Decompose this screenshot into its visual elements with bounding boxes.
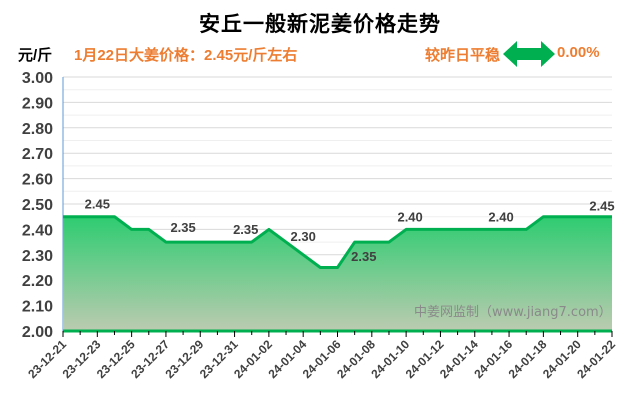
double-arrow-icon [503, 41, 555, 67]
y-tick-label: 2.00 [22, 324, 53, 341]
data-label: 2.30 [291, 229, 316, 244]
data-label: 2.45 [85, 197, 110, 212]
y-tick-label: 2.80 [22, 121, 53, 138]
price-line [63, 215, 612, 269]
compare-label: 较昨日平稳 [425, 47, 501, 64]
data-label: 2.40 [488, 209, 513, 224]
data-label: 2.35 [170, 220, 195, 235]
data-labels: 2.45 2.35 2.35 2.30 2.35 2.40 2.40 2.45 [85, 197, 615, 264]
y-tick-label: 2.40 [22, 222, 53, 239]
y-tick-label: 3.00 [22, 70, 53, 87]
y-tick-label: 2.50 [22, 197, 53, 214]
price-area [63, 216, 612, 331]
data-label: 2.45 [589, 199, 614, 214]
y-tick-label: 2.60 [22, 172, 53, 189]
data-label: 2.35 [233, 222, 258, 237]
x-axis: 23-12-2123-12-2323-12-2523-12-2723-12-29… [25, 329, 618, 381]
y-tick-label: 2.30 [22, 248, 53, 265]
x-tick-label: 24-01-22 [574, 337, 618, 381]
y-tick-label: 2.90 [22, 95, 53, 112]
watermark: 中姜网监制（www.jiang7.com） [414, 305, 612, 320]
data-label: 2.40 [397, 209, 422, 224]
unit-label: 元/斤 [18, 47, 53, 64]
y-tick-label: 2.20 [22, 273, 53, 290]
y-tick-label: 2.70 [22, 146, 53, 163]
change-percent: 0.00% [557, 44, 600, 61]
y-tick-label: 2.10 [22, 299, 53, 316]
price-note: 1月22日大姜价格：2.45元/斤左右 [74, 47, 298, 64]
data-label: 2.35 [351, 249, 376, 264]
chart-title: 安丘一般新泥姜价格走势 [199, 13, 441, 36]
y-axis: 3.00 2.90 2.80 2.70 2.60 2.50 2.40 2.30 2.20 2.10… [22, 70, 64, 341]
